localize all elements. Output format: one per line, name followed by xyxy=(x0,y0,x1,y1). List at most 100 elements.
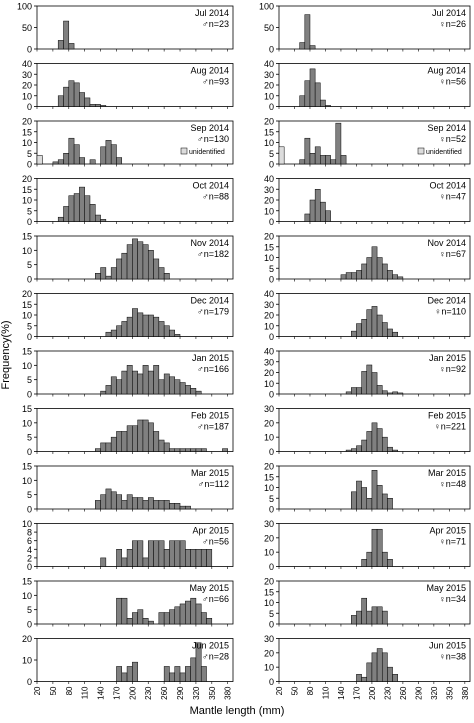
bar xyxy=(330,159,337,165)
bar xyxy=(356,480,362,510)
bar xyxy=(158,267,165,280)
panel-n-label: ♂n=28 xyxy=(202,652,229,662)
y-tick-label: 40 xyxy=(264,174,274,184)
y-tick-label: 20 xyxy=(22,174,32,184)
panel-n-label: ♂n=166 xyxy=(197,364,229,374)
y-tick-label: 10 xyxy=(264,253,274,263)
panel-n-label: ♀n=52 xyxy=(439,134,466,144)
bar xyxy=(195,549,202,567)
y-tick-label: 20 xyxy=(264,81,274,91)
bar xyxy=(356,445,362,452)
y-tick-label: 0 xyxy=(269,332,274,342)
bar xyxy=(361,559,368,567)
bar xyxy=(361,439,368,452)
bar xyxy=(132,612,138,625)
panel-month-label: Oct 2014 xyxy=(429,181,466,191)
panel-n-label: ♂n=23 xyxy=(202,19,229,29)
bar xyxy=(126,549,133,567)
bar xyxy=(356,323,362,337)
panel-male-feb-2015: 0 5 10 15 Feb 2015♂n=187 xyxy=(22,404,234,457)
y-tick-label: 20 xyxy=(22,117,32,127)
bar xyxy=(169,329,175,337)
bar xyxy=(376,428,383,452)
bar xyxy=(158,540,165,567)
y-tick-label: 30 xyxy=(264,404,274,414)
y-axis-label: Frequency(%) xyxy=(0,320,12,389)
y-tick-label: 2 xyxy=(27,553,32,563)
bar xyxy=(132,425,138,452)
x-tick-label: 350 xyxy=(208,686,217,700)
bar xyxy=(153,540,160,567)
bar xyxy=(381,436,388,452)
panel-n-label: ♀n=67 xyxy=(439,249,466,259)
panel-month-label: Apr 2015 xyxy=(192,526,229,536)
y-tick-label: 10 xyxy=(264,433,274,443)
panel-month-label: Dec 2014 xyxy=(427,296,466,306)
bar xyxy=(325,210,331,222)
bar xyxy=(116,258,123,280)
y-tick-label: 10 xyxy=(264,663,274,673)
panel-n-label: ♀n=48 xyxy=(439,479,466,489)
bar xyxy=(147,497,154,510)
bar xyxy=(110,267,117,280)
bar xyxy=(105,488,112,510)
y-tick-label: 5 xyxy=(27,149,32,159)
bar xyxy=(110,491,117,510)
x-tick-label: 20 xyxy=(33,686,42,695)
panel-female-jul-2014: 0 50 100 Jul 2014♀n=26 xyxy=(259,2,471,55)
y-tick-label: 30 xyxy=(264,357,274,367)
bar xyxy=(335,122,342,165)
panel-n-label: ♀n=92 xyxy=(439,364,466,374)
bar xyxy=(169,503,175,510)
bar xyxy=(126,618,133,625)
bar xyxy=(95,273,101,280)
bar xyxy=(137,241,144,280)
panel-n-label: ♀n=71 xyxy=(439,537,466,547)
y-tick-label: 0 xyxy=(27,562,32,572)
legend-swatch xyxy=(180,147,188,155)
bar xyxy=(361,319,368,337)
bar xyxy=(95,104,101,107)
y-tick-label: 10 xyxy=(264,598,274,608)
bar xyxy=(126,666,133,682)
panel-male-jan-2015: 0 5 10 15 Jan 2015♂n=166 xyxy=(22,347,234,400)
y-tick-label: 50 xyxy=(22,23,32,33)
bar xyxy=(376,606,383,625)
bar xyxy=(132,238,138,280)
bar xyxy=(190,388,197,395)
bar xyxy=(100,146,107,165)
bar xyxy=(105,442,112,452)
panel-month-label: Nov 2014 xyxy=(190,238,229,248)
bar xyxy=(169,540,175,567)
panel-female-apr-2015: 0 10 20 30 Apr 2015♀n=71 xyxy=(264,519,471,572)
y-tick-label: 4 xyxy=(27,545,32,555)
y-tick-label: 5 xyxy=(27,375,32,385)
bar xyxy=(366,431,373,452)
bar xyxy=(299,42,306,50)
y-tick-label: 15 xyxy=(264,472,274,482)
bar xyxy=(345,449,352,452)
panel-month-label: Sep 2014 xyxy=(427,123,466,133)
y-tick-label: 0 xyxy=(269,45,274,55)
bar xyxy=(57,159,64,165)
bar xyxy=(100,494,107,510)
bar xyxy=(105,275,112,280)
bar xyxy=(142,419,149,452)
panel-month-label: Nov 2014 xyxy=(427,238,466,248)
x-tick-label: 50 xyxy=(49,686,58,695)
bar xyxy=(79,186,85,222)
panel-n-label: ♂n=182 xyxy=(197,249,229,259)
bar xyxy=(381,493,388,510)
bar xyxy=(325,155,331,165)
panel-male-jul-2014: 0 50 100 Jul 2014♂n=23 xyxy=(17,2,234,55)
panel-month-label: Oct 2014 xyxy=(192,181,229,191)
bar xyxy=(137,419,144,452)
y-tick-label: 0 xyxy=(269,677,274,687)
panel-male-nov-2014: 0 5 10 15 Nov 2014♂n=182 xyxy=(22,232,234,285)
bar xyxy=(126,365,133,395)
panel-month-label: Jan 2015 xyxy=(192,353,229,363)
